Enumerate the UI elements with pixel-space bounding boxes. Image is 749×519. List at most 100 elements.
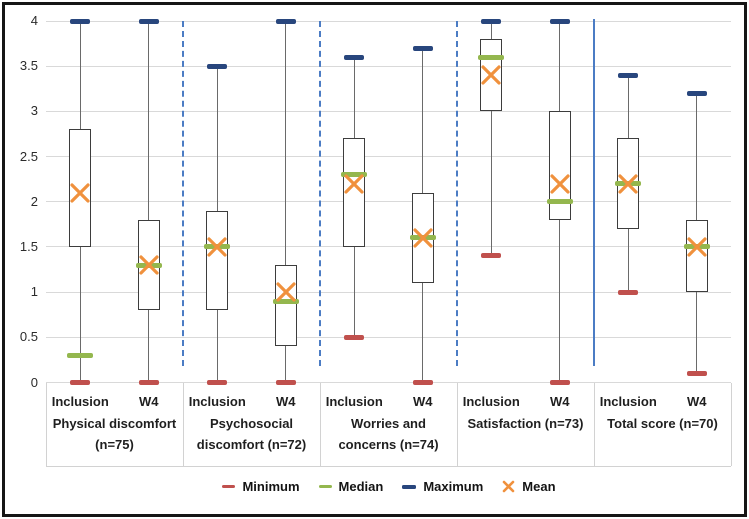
y-axis-tick-label: 1 [30,284,38,300]
median-dash [341,172,368,178]
category-separator [45,383,47,466]
mean-x-marker [618,174,638,194]
maximum-cap [138,18,159,24]
gridline [46,20,731,22]
mean-x-marker [276,282,296,302]
mean-x-marker [344,174,364,194]
box-iqr [548,111,571,220]
column-label-w4: W4 [276,394,296,409]
y-axis-tick-label: 3.5 [19,58,38,74]
gridline [46,291,731,293]
maximum-cap [481,18,502,24]
column-label-inclusion: Inclusion [188,394,246,409]
minimum-cap [481,253,502,259]
category-separator [319,383,321,466]
legend-label-mean: Mean [522,479,556,494]
column-label-w4: W4 [687,394,707,409]
group-label: discomfort (n=72) [196,437,307,452]
minimum-cap [412,380,433,385]
group-separator-dashed [319,21,321,366]
mean-x-marker [481,65,501,85]
box-iqr [343,138,366,247]
maximum-cap [344,54,365,60]
column-label-inclusion: Inclusion [462,394,520,409]
y-axis-tick-label: 1.5 [19,238,38,254]
minimum-cap [618,289,639,295]
maximum-cap [207,63,228,69]
group-separator-solid [593,19,595,366]
gridline [46,156,731,158]
maximum-dash-icon [402,484,417,489]
y-axis-tick-label: 2 [30,193,38,209]
mean-x-marker [207,237,227,257]
y-axis-tick-label: 0 [30,374,38,390]
column-label-inclusion: Inclusion [51,394,109,409]
median-dash [546,199,573,205]
column-label-w4: W4 [139,394,159,409]
minimum-cap [686,370,707,376]
group-label: Physical discomfort [52,416,177,431]
maximum-cap [686,90,707,96]
group-label: Worries and [351,416,426,431]
whisker-line [490,21,492,256]
column-label-inclusion: Inclusion [325,394,383,409]
legend-label-maximum: Maximum [423,479,484,494]
median-dash-icon [318,485,332,488]
maximum-cap [412,45,433,51]
mean-x-marker [139,255,159,275]
box-iqr [274,265,297,347]
column-label-w4: W4 [413,394,433,409]
column-label-inclusion: Inclusion [599,394,657,409]
box-iqr [685,219,708,293]
minimum-dash-icon [222,485,236,488]
category-separator [730,383,732,466]
maximum-cap [70,18,91,24]
group-label: Satisfaction (n=73) [467,416,584,431]
legend-item-maximum: Maximum [402,479,483,494]
mean-x-marker [70,183,90,203]
category-bottom-border [46,466,731,467]
gridline [46,246,731,248]
column-label-w4: W4 [550,394,570,409]
gridline [46,336,731,338]
mean-x-marker [687,237,707,257]
legend: Minimum Median Maximum Mean [46,479,732,494]
whisker-line [148,21,150,383]
box-iqr [69,129,92,247]
maximum-cap [549,18,570,24]
gridline [46,110,731,112]
gridline [46,382,731,383]
gridline [46,201,731,203]
maximum-cap [618,72,639,78]
median-dash [67,352,94,358]
whisker-line [285,21,287,383]
legend-item-mean: Mean [502,479,556,494]
mean-x-marker [413,228,433,248]
y-axis-tick-label: 3 [30,103,38,119]
group-label: Total score (n=70) [607,416,718,431]
legend-item-minimum: Minimum [222,479,300,494]
maximum-cap [275,18,296,24]
group-separator-dashed [182,21,184,366]
box-iqr [206,210,229,311]
y-axis-tick-label: 2.5 [19,148,38,164]
minimum-cap [207,380,228,385]
median-dash [272,298,299,304]
gridline [46,65,731,67]
category-separator [182,383,184,466]
category-separator [593,383,595,466]
y-axis-tick-label: 4 [30,13,38,28]
group-label: (n=75) [95,437,134,452]
legend-label-minimum: Minimum [242,479,300,494]
minimum-cap [138,380,159,385]
group-label: concerns (n=74) [338,437,439,452]
minimum-cap [549,380,570,385]
mean-x-marker [550,174,570,194]
group-separator-dashed [456,21,458,366]
group-label: Psychosocial [209,416,294,431]
median-dash [478,54,505,60]
minimum-cap [70,380,91,385]
y-axis-tick-label: 0.5 [19,329,38,345]
